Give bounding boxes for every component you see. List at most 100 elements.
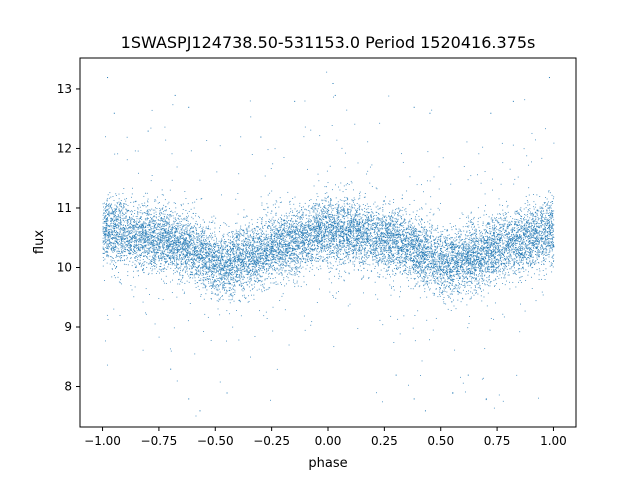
data-point [190,234,192,236]
data-point [365,216,367,218]
data-point [162,236,164,238]
data-point [545,128,546,130]
data-point [422,254,424,256]
data-point [167,266,169,268]
data-point [362,240,364,242]
data-point [226,292,227,294]
data-point [215,246,216,248]
data-point [285,265,287,267]
data-point [495,267,497,269]
data-point [453,274,455,276]
data-point [340,225,342,227]
data-point [426,215,428,217]
data-point [179,272,181,273]
data-point [232,276,234,278]
data-point [405,236,407,238]
data-point [192,251,194,253]
data-point [424,237,426,239]
data-point [495,263,497,264]
data-point [231,298,233,300]
data-point [441,257,443,259]
data-point [277,252,279,254]
data-point [329,245,331,247]
data-point [317,222,319,224]
data-point [458,247,460,249]
data-point [125,244,127,245]
data-point [468,243,469,245]
data-point [305,268,307,270]
data-point [511,220,513,222]
data-point [394,218,396,220]
data-point [530,264,532,266]
data-point [212,263,214,265]
data-point [412,248,414,250]
data-point [342,262,344,264]
data-point [259,251,261,253]
data-point [425,236,426,238]
data-point [243,269,245,271]
data-point [143,241,145,243]
data-point [176,267,178,268]
data-point [228,290,230,291]
data-point [471,272,473,274]
data-point [405,222,407,224]
data-point [442,157,444,159]
data-point [125,208,127,210]
data-point [327,209,329,210]
data-point [387,232,389,233]
data-point [538,233,540,235]
data-point [455,266,457,268]
data-point [541,206,543,208]
data-point [464,285,466,287]
data-point [449,271,451,273]
data-point [387,230,389,232]
data-point [519,248,521,250]
data-point [340,247,342,249]
data-point [236,281,237,283]
data-point [271,229,273,231]
data-point [277,229,278,231]
data-point [361,209,363,211]
data-point [421,247,423,249]
data-point [335,268,337,270]
data-point [219,381,221,383]
data-point [296,239,298,241]
data-point [238,269,239,271]
data-point [264,175,266,177]
data-point [246,227,248,229]
data-point [451,283,453,285]
data-point [177,231,179,233]
data-point [535,230,537,232]
data-point [109,204,111,206]
data-point [179,267,181,269]
data-point [168,247,170,249]
data-point [338,273,340,275]
data-point [502,400,504,402]
data-point [395,247,396,249]
data-point [302,234,304,236]
data-point [548,254,550,256]
data-point [211,255,212,257]
data-point [449,244,451,246]
data-point [394,225,396,227]
data-point [200,278,202,280]
data-point [216,269,217,271]
data-point [110,206,112,208]
data-point [335,232,337,234]
data-point [205,260,207,262]
data-point [440,277,442,279]
data-point [135,246,137,248]
data-point [422,248,424,250]
data-point [228,274,230,276]
data-point [360,257,362,259]
data-point [213,263,214,265]
data-point [258,239,260,241]
data-point [215,263,217,265]
data-point [400,255,402,257]
data-point [491,253,493,255]
data-point [196,256,198,258]
data-point [529,240,531,241]
data-point [104,236,106,238]
data-point [344,250,346,252]
data-point [227,275,229,277]
